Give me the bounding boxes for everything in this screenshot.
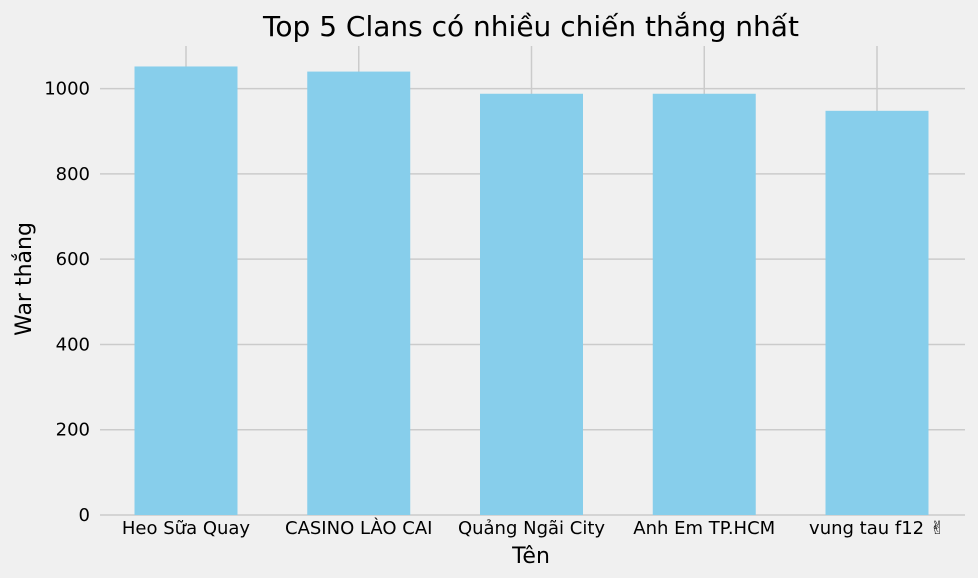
x-tick-label: Quảng Ngãi City [458, 518, 605, 539]
bar [307, 71, 411, 515]
y-tick-label: 400 [56, 334, 90, 355]
y-tick-label: 1000 [44, 79, 90, 100]
bar [652, 93, 756, 516]
x-tick-label: CASINO LÀO CAI [285, 517, 433, 539]
bar [480, 93, 583, 516]
chart-title: Top 5 Clans có nhiều chiến thắng nhất [262, 10, 799, 43]
x-tick-label: vung tau f12 ✌ [809, 518, 945, 539]
bar [825, 110, 929, 515]
x-tick-labels: Heo Sữa Quay CASINO LÀO CAI Quảng Ngãi Cit… [122, 517, 945, 539]
x-axis-label: Tên [511, 544, 550, 569]
y-tick-label: 200 [56, 420, 90, 441]
y-tick-label: 600 [56, 249, 90, 270]
x-tick-label: Anh Em TP.HCM [633, 518, 775, 539]
y-axis-label: War thắng [12, 222, 37, 336]
bars [134, 66, 929, 516]
bar [134, 66, 238, 515]
y-tick-label: 0 [79, 505, 90, 526]
y-tick-labels: 0 200 400 600 800 1000 [44, 79, 90, 526]
y-tick-label: 800 [56, 164, 90, 185]
x-tick-label: Heo Sữa Quay [122, 518, 251, 539]
